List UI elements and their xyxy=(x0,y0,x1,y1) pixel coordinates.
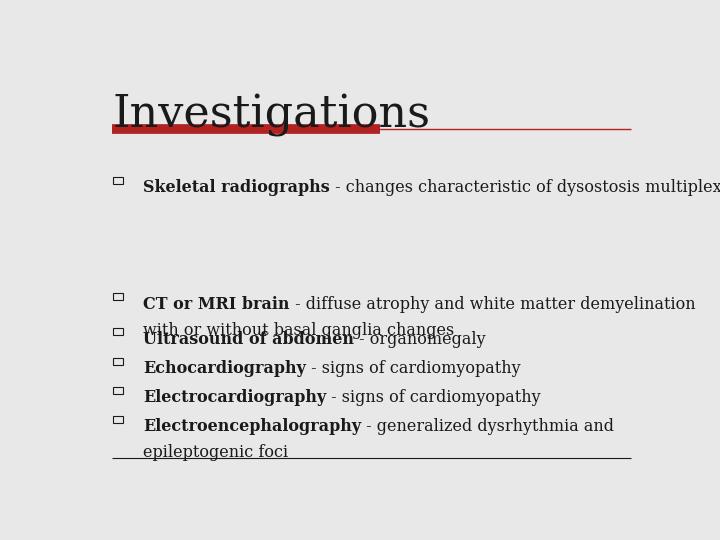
Text: Skeletal radiographs: Skeletal radiographs xyxy=(143,179,330,196)
Text: - organomegaly: - organomegaly xyxy=(354,331,485,348)
Text: - generalized dysrhythmia and: - generalized dysrhythmia and xyxy=(361,418,614,435)
Text: with or without basal ganglia changes: with or without basal ganglia changes xyxy=(143,322,454,339)
Text: Investigations: Investigations xyxy=(112,94,431,137)
Text: Ultrasound of abdomen: Ultrasound of abdomen xyxy=(143,331,354,348)
Text: Echocardiography: Echocardiography xyxy=(143,360,306,377)
Text: Electroencephalography: Electroencephalography xyxy=(143,418,361,435)
Bar xyxy=(114,293,123,300)
Text: Electrocardiography: Electrocardiography xyxy=(143,389,326,406)
Bar xyxy=(114,328,123,335)
Text: epileptogenic foci: epileptogenic foci xyxy=(143,444,288,461)
Text: - changes characteristic of dysostosis multiplex including thickened calvarium, : - changes characteristic of dysostosis m… xyxy=(330,179,720,196)
Text: - signs of cardiomyopathy: - signs of cardiomyopathy xyxy=(326,389,541,406)
Text: - diffuse atrophy and white matter demyelination: - diffuse atrophy and white matter demye… xyxy=(289,295,695,313)
Text: - signs of cardiomyopathy: - signs of cardiomyopathy xyxy=(306,360,521,377)
Bar xyxy=(114,387,123,394)
Bar xyxy=(114,416,123,423)
Text: CT or MRI brain: CT or MRI brain xyxy=(143,295,289,313)
Bar xyxy=(114,357,123,364)
Bar xyxy=(114,177,123,184)
